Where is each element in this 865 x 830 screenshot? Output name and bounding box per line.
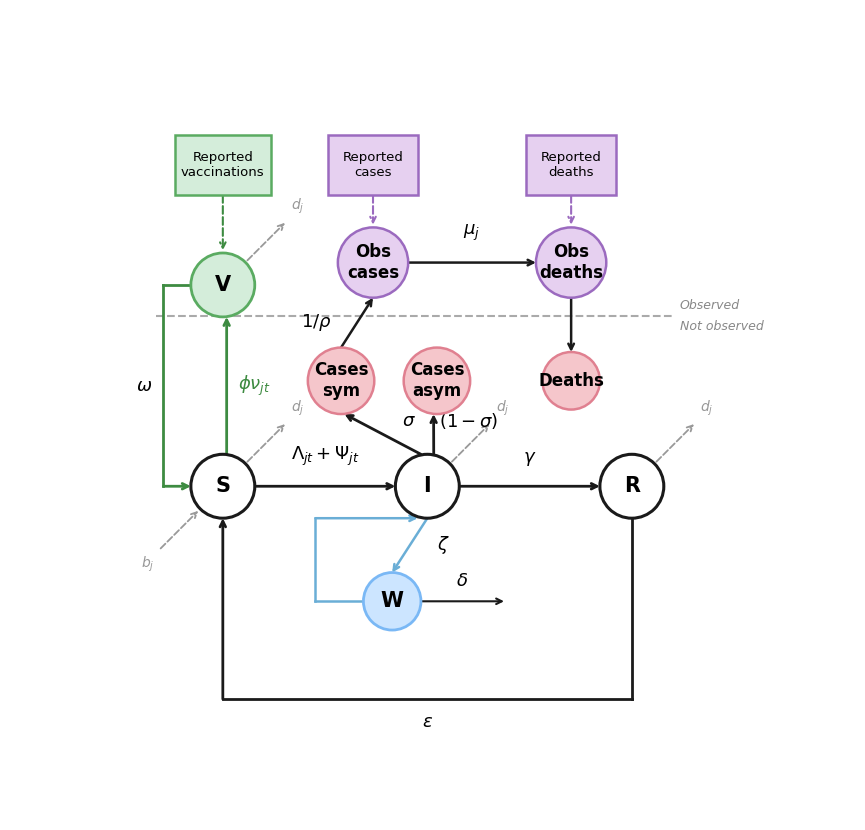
FancyBboxPatch shape: [527, 134, 616, 195]
Circle shape: [404, 348, 471, 414]
Text: $\omega$: $\omega$: [136, 377, 152, 394]
Text: Deaths: Deaths: [538, 372, 604, 390]
Circle shape: [191, 253, 255, 317]
Text: $\Lambda_{jt} + \Psi_{jt}$: $\Lambda_{jt} + \Psi_{jt}$: [291, 445, 360, 468]
Text: $\gamma$: $\gamma$: [522, 451, 536, 468]
Circle shape: [536, 227, 606, 298]
Circle shape: [338, 227, 408, 298]
Text: $d_j$: $d_j$: [496, 398, 509, 417]
Circle shape: [308, 348, 375, 414]
Text: Reported
cases: Reported cases: [343, 151, 403, 179]
Text: Cases
sym: Cases sym: [314, 361, 368, 400]
Text: $\zeta$: $\zeta$: [437, 535, 450, 556]
Text: Observed: Observed: [680, 299, 740, 312]
Text: Reported
deaths: Reported deaths: [541, 151, 601, 179]
Text: $d_j$: $d_j$: [292, 398, 305, 417]
Text: $d_j$: $d_j$: [701, 398, 714, 417]
Text: Cases
asym: Cases asym: [410, 361, 465, 400]
Text: $\phi\nu_{jt}$: $\phi\nu_{jt}$: [238, 374, 271, 398]
Text: $d_j$: $d_j$: [292, 197, 305, 217]
Text: Obs
cases: Obs cases: [347, 243, 399, 282]
Text: Reported
vaccinations: Reported vaccinations: [181, 151, 265, 179]
Circle shape: [542, 352, 600, 409]
Circle shape: [191, 454, 255, 518]
Circle shape: [600, 454, 663, 518]
Text: R: R: [624, 476, 640, 496]
Circle shape: [395, 454, 459, 518]
Text: W: W: [381, 591, 404, 611]
Text: $b_j$: $b_j$: [141, 555, 154, 574]
Text: $(1-\sigma)$: $(1-\sigma)$: [439, 412, 498, 432]
Text: Not observed: Not observed: [680, 320, 764, 333]
Text: $\sigma$: $\sigma$: [402, 413, 416, 431]
FancyBboxPatch shape: [329, 134, 418, 195]
Text: $1/\rho$: $1/\rho$: [301, 312, 331, 333]
Text: S: S: [215, 476, 230, 496]
Text: $\mu_j$: $\mu_j$: [464, 223, 481, 243]
Text: I: I: [424, 476, 431, 496]
Text: Obs
deaths: Obs deaths: [539, 243, 603, 282]
Text: $\delta$: $\delta$: [457, 572, 469, 590]
Circle shape: [363, 573, 421, 630]
Text: V: V: [215, 275, 231, 295]
FancyBboxPatch shape: [175, 134, 271, 195]
Text: $\varepsilon$: $\varepsilon$: [422, 713, 432, 731]
